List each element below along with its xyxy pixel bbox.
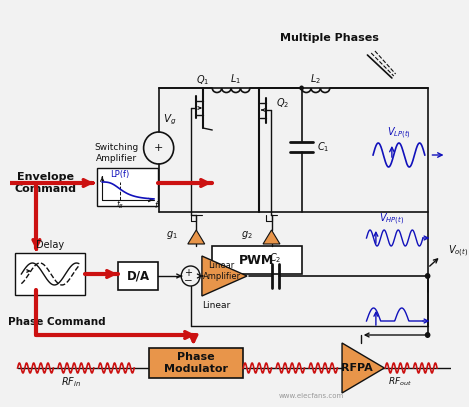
Bar [15, 253, 85, 295]
Bar [149, 348, 243, 378]
Text: Phase Command: Phase Command [8, 317, 106, 327]
Text: D/A: D/A [127, 269, 150, 282]
Polygon shape [342, 343, 385, 393]
Bar [118, 262, 158, 290]
Text: Envelope
Command: Envelope Command [15, 172, 77, 194]
Text: Linear: Linear [202, 302, 230, 311]
Text: $V_{LP(t)}$: $V_{LP(t)}$ [387, 125, 411, 141]
Text: +: + [184, 268, 192, 278]
Text: $L_2$: $L_2$ [310, 72, 321, 86]
Text: +: + [154, 143, 163, 153]
Text: Switching
Amplifier: Switching Amplifier [94, 143, 138, 163]
Circle shape [299, 85, 304, 90]
Text: PWM: PWM [239, 254, 274, 267]
Text: $V_g$: $V_g$ [163, 113, 177, 127]
Text: Delay: Delay [36, 240, 64, 250]
Text: www.elecfans.com: www.elecfans.com [279, 393, 344, 399]
Circle shape [425, 273, 431, 279]
Text: $RF_{out}$: $RF_{out}$ [388, 376, 412, 388]
Text: RFPA: RFPA [341, 363, 373, 373]
Text: LP(f): LP(f) [110, 171, 129, 179]
Text: $V_{HP(t)}$: $V_{HP(t)}$ [379, 211, 405, 227]
Text: $Q_2$: $Q_2$ [276, 96, 289, 110]
Text: $C_1$: $C_1$ [317, 140, 329, 154]
Circle shape [425, 332, 431, 338]
Text: $f_B$: $f_B$ [116, 199, 124, 211]
Text: Phase
Modulator: Phase Modulator [164, 352, 228, 374]
Text: $C_2$: $C_2$ [269, 251, 281, 265]
Text: $RF_{in}$: $RF_{in}$ [61, 375, 81, 389]
Text: $g_2$: $g_2$ [241, 229, 253, 241]
Text: $Q_1$: $Q_1$ [196, 73, 210, 87]
Polygon shape [263, 230, 280, 244]
Bar [212, 246, 302, 274]
Text: $g_1$: $g_1$ [166, 229, 177, 241]
Text: $L_1$: $L_1$ [230, 72, 241, 86]
Bar [97, 168, 158, 206]
Text: $f$: $f$ [154, 199, 160, 210]
Text: −: − [183, 276, 192, 286]
Polygon shape [188, 230, 205, 244]
Text: Linear
Amplifier: Linear Amplifier [203, 261, 241, 281]
Polygon shape [202, 256, 247, 296]
Text: $V_{o(t)}$: $V_{o(t)}$ [448, 243, 469, 259]
Text: Multiple Phases: Multiple Phases [280, 33, 379, 43]
